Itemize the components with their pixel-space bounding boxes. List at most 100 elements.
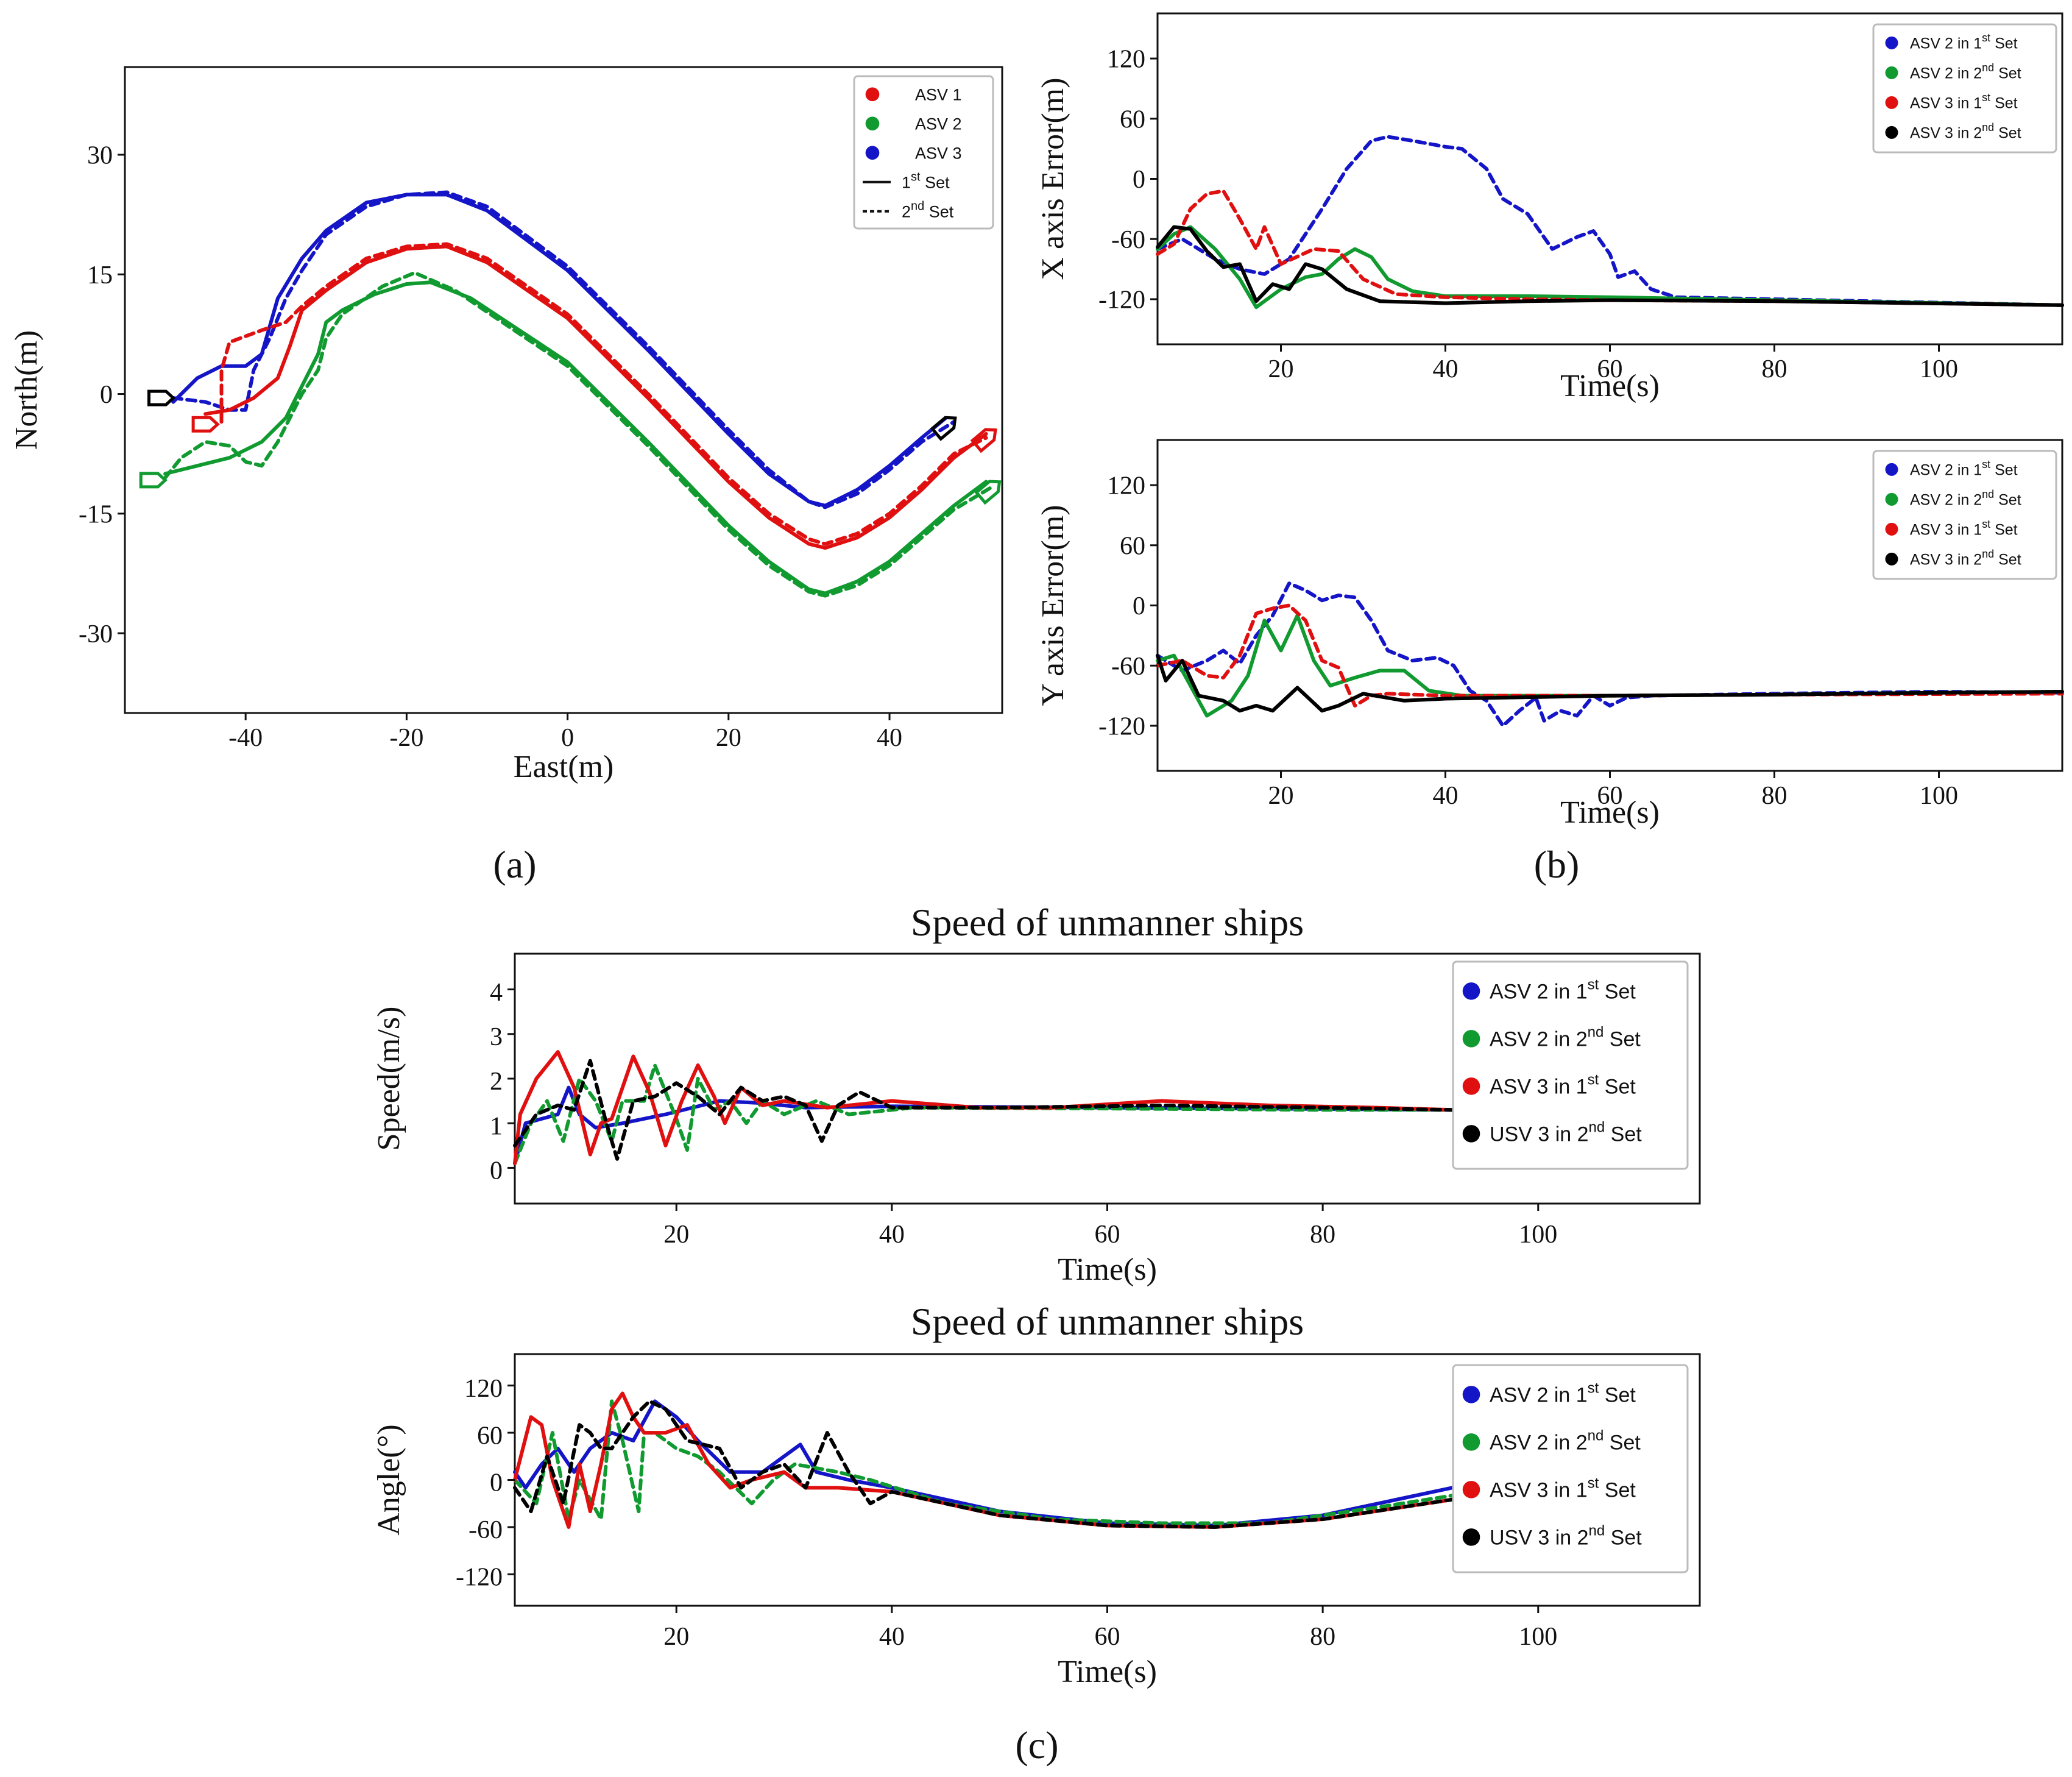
legend-dot-swatch <box>1885 552 1898 566</box>
x-tick-label: 40 <box>1433 355 1459 383</box>
legend-entry-label: ASV 2 <box>915 115 962 133</box>
legend-entry-label: ASV 2 in 2nd Set <box>1910 488 2021 508</box>
legend-entry-label: ASV 2 in 2nd Set <box>1910 62 2021 82</box>
chart-c2: 20 40 60 80 100 120 60 0 -60 -120 Time(s) Angle(°) S… <box>372 1300 1701 1767</box>
legend-box <box>1452 1364 1689 1573</box>
legend-dot-swatch <box>1462 1030 1480 1048</box>
legend-entry-label: USV 3 in 2nd Set <box>1490 1119 1642 1146</box>
y-tick-label: 4 <box>490 979 503 1007</box>
boat-icon <box>139 472 168 489</box>
legend-entry-label: ASV 2 in 1st Set <box>1490 1380 1636 1406</box>
y-tick-label: 15 <box>87 261 113 289</box>
y-tick-label: -120 <box>1098 286 1145 314</box>
chart-b1: 20 40 60 80 100 120 60 0 -60 -120 Time(s) X axis Er… <box>1036 12 2064 886</box>
legend: ASV 1 ASV 2 ASV 3 1st Set 2nd Set <box>853 75 994 230</box>
boat-icon <box>970 428 997 453</box>
y-tick-label: 0 <box>1133 166 1145 194</box>
series-line-1 <box>1156 225 2064 310</box>
y-tick-label: 120 <box>464 1375 503 1403</box>
legend-dot-swatch <box>1885 522 1898 536</box>
y-tick-label: -60 <box>1111 653 1145 681</box>
legend-entry-label: ASV 2 in 1st Set <box>1490 976 1636 1003</box>
chart-b2: 20 40 60 80 100 120 60 0 -60 -120 Time(s) Y axis Er… <box>1036 439 2064 830</box>
y-axis-label: Speed(m/s) <box>372 1007 406 1151</box>
legend-entry-label: ASV 3 <box>915 144 962 162</box>
x-tick-label: 40 <box>879 1623 905 1651</box>
legend-dot-swatch <box>865 116 880 131</box>
legend-entry-label: ASV 3 in 2nd Set <box>1910 548 2021 568</box>
x-tick-label: -20 <box>389 724 423 752</box>
x-tick-label: 60 <box>1597 355 1623 383</box>
legend-dot-swatch <box>1462 1386 1480 1403</box>
legend-entry-label: ASV 2 in 1st Set <box>1910 458 2018 478</box>
series-line-1 <box>171 190 956 509</box>
x-tick-label: 100 <box>1519 1623 1557 1651</box>
chart-title: Speed of unmanner ships <box>911 901 1304 944</box>
legend-dot-swatch <box>1462 1125 1480 1143</box>
y-tick-label: 120 <box>1107 472 1145 500</box>
chart-c1: 20 40 60 80 100 4 3 2 1 0 Time(s) Speed(m/s) Speed o… <box>372 901 1701 1287</box>
panel-label: (c) <box>1015 1723 1058 1767</box>
x-tick-label: 20 <box>663 1623 689 1651</box>
x-tick-label: 40 <box>1433 782 1459 810</box>
series-line-2 <box>1156 603 2064 708</box>
legend: ASV 2 in 1st Set ASV 2 in 2nd Set ASV 3 in… <box>1872 23 2057 154</box>
series-line-3 <box>513 1399 1454 1529</box>
y-axis-label: Y axis Error(m) <box>1036 505 1070 706</box>
y-tick-label: -15 <box>79 501 113 529</box>
x-tick-label: 20 <box>716 724 741 752</box>
x-tick-label: 0 <box>561 724 574 752</box>
legend-entry-label: ASV 3 in 1st Set <box>1490 1071 1636 1098</box>
x-tick-label: 80 <box>1310 1623 1335 1651</box>
legend-dot-swatch <box>1885 463 1898 476</box>
legend-entry-label: USV 3 in 2nd Set <box>1490 1522 1642 1549</box>
x-tick-label: 80 <box>1310 1221 1335 1249</box>
legend-entry-label: ASV 2 in 2nd Set <box>1490 1024 1641 1051</box>
legend-dot-swatch <box>1885 66 1898 79</box>
x-tick-label: 60 <box>1597 782 1623 810</box>
y-tick-label: -60 <box>468 1516 503 1544</box>
y-tick-label: 60 <box>477 1422 503 1450</box>
series-line-3 <box>219 242 988 546</box>
legend-entry-label: ASV 3 in 1st Set <box>1490 1475 1636 1502</box>
y-tick-label: 60 <box>1120 105 1145 133</box>
series-line-1 <box>513 1063 1454 1166</box>
x-tick-label: -40 <box>228 724 263 752</box>
x-axis-label: East(m) <box>514 750 614 784</box>
legend-entry-label: ASV 3 in 2nd Set <box>1910 121 2021 141</box>
legend-dot-swatch <box>1462 1528 1480 1546</box>
y-tick-label: 60 <box>1120 532 1145 560</box>
y-tick-label: 30 <box>87 142 113 170</box>
x-axis-label: Time(s) <box>1058 1252 1157 1287</box>
x-tick-label: 20 <box>1268 782 1294 810</box>
y-tick-label: 0 <box>1133 592 1145 620</box>
x-tick-label: 100 <box>1920 355 1958 383</box>
chart-a: -40 -20 0 20 40 30 15 0 -15 -30 East(m) North(m) (a)… <box>9 66 1003 886</box>
legend: ASV 2 in 1st Set ASV 2 in 2nd Set ASV 3 in… <box>1452 960 1689 1170</box>
legend-box <box>1452 960 1689 1170</box>
x-tick-label: 20 <box>1268 355 1294 383</box>
series-line-0 <box>1156 581 2064 728</box>
legend-dot-swatch <box>1885 492 1898 506</box>
x-axis-label: Time(s) <box>1560 795 1660 830</box>
series-line-2 <box>203 244 988 550</box>
legend: ASV 2 in 1st Set ASV 2 in 2nd Set ASV 3 in… <box>1872 450 2057 580</box>
legend-entry-label: ASV 3 in 1st Set <box>1910 91 2018 112</box>
x-tick-label: 80 <box>1762 782 1787 810</box>
x-tick-label: 60 <box>1095 1623 1120 1651</box>
series-line-5 <box>163 271 996 598</box>
boat-icon <box>974 480 1002 505</box>
series-line-0 <box>171 193 948 508</box>
x-tick-label: 40 <box>879 1221 905 1249</box>
legend-dot-swatch <box>865 87 880 102</box>
boat-icon <box>930 416 957 441</box>
legend-entry-label: ASV 3 in 1st Set <box>1910 518 2018 538</box>
y-tick-label: 0 <box>490 1157 503 1185</box>
legend-dot-swatch <box>1885 96 1898 109</box>
legend: ASV 2 in 1st Set ASV 2 in 2nd Set ASV 3 in… <box>1452 1364 1689 1573</box>
series-line-3 <box>1156 225 2064 307</box>
x-tick-label: 40 <box>877 724 902 752</box>
x-tick-label: 60 <box>1095 1221 1120 1249</box>
legend-entry-label: ASV 2 in 1st Set <box>1910 32 2018 52</box>
